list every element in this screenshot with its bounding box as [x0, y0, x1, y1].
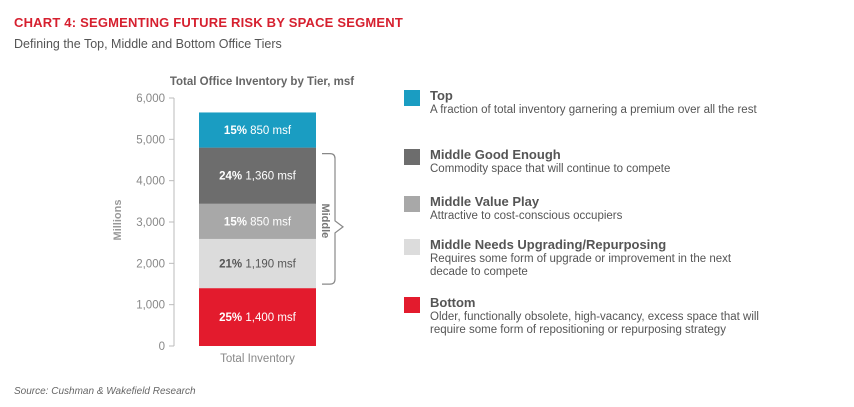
legend-swatch: [404, 239, 420, 255]
bar-data-label: 15% 850 msf: [224, 216, 292, 228]
y-tick-label: 4,000: [136, 176, 165, 188]
legend-description: Older, functionally obsolete, high-vacan…: [430, 311, 759, 336]
legend-label: Middle Good Enough: [430, 147, 561, 162]
plot-title: Total Office Inventory by Tier, msf: [170, 76, 354, 88]
legend-item-top: Top A fraction of total inventory garneri…: [404, 88, 760, 117]
source-note: Source: Cushman & Wakefield Research: [14, 386, 196, 397]
x-category-label: Total Inventory: [220, 353, 295, 365]
y-tick-label: 0: [159, 341, 165, 353]
y-tick-label: 3,000: [136, 217, 165, 229]
legend-item-bottom: Bottom Older, functionally obsolete, high…: [404, 295, 760, 337]
bar-data-label: 25% 1,400 msf: [219, 312, 297, 324]
legend-description: Commodity space that will continue to co…: [430, 163, 671, 175]
y-tick-label: 1,000: [136, 300, 165, 312]
legend-description: A fraction of total inventory garnering …: [430, 104, 757, 116]
chart-title: CHART 4: SEGMENTING FUTURE RISK BY SPACE…: [14, 15, 404, 30]
legend-swatch: [404, 196, 420, 212]
legend-swatch: [404, 297, 420, 313]
bar-data-label: 15% 850 msf: [224, 125, 292, 137]
bar-segment-top: [199, 112, 316, 148]
legend-item-middle-value-play: Middle Value Play Attractive to cost-cons…: [404, 194, 760, 223]
bar-segment-middle-value-play: [199, 203, 316, 239]
legend-label: Top: [430, 88, 453, 103]
legend-swatch: [404, 90, 420, 106]
y-tick-label: 5,000: [136, 134, 165, 146]
legend-label: Bottom: [430, 295, 476, 310]
bar-segment-middle-good-enough: [199, 147, 316, 204]
y-tick-label: 2,000: [136, 258, 165, 270]
legend-item-middle-good-enough: Middle Good Enough Commodity space that w…: [404, 147, 760, 176]
legend-description: Attractive to cost-conscious occupiers: [430, 210, 623, 222]
bar-segment-bottom: [199, 288, 316, 346]
legend-label: Middle Needs Upgrading/Repurposing: [430, 237, 667, 252]
y-axis-label: Millions: [112, 200, 124, 241]
legend-swatch: [404, 149, 420, 165]
legend-label: Middle Value Play: [430, 194, 540, 209]
middle-bracket: [322, 153, 344, 285]
legend-item-middle-needs-upgrading-repurposing: Middle Needs Upgrading/Repurposing Requir…: [404, 237, 760, 279]
y-tick-label: 6,000: [136, 93, 165, 105]
bar-data-label: 24% 1,360 msf: [219, 171, 297, 183]
chart-subtitle: Defining the Top, Middle and Bottom Offi…: [14, 37, 282, 51]
middle-bracket-label: Middle: [319, 203, 331, 238]
bar-segment-middle-needs-upgrading-repurposing: [199, 238, 316, 289]
bar-data-label: 21% 1,190 msf: [219, 259, 297, 271]
legend-description: Requires some form of upgrade or improve…: [430, 253, 732, 278]
